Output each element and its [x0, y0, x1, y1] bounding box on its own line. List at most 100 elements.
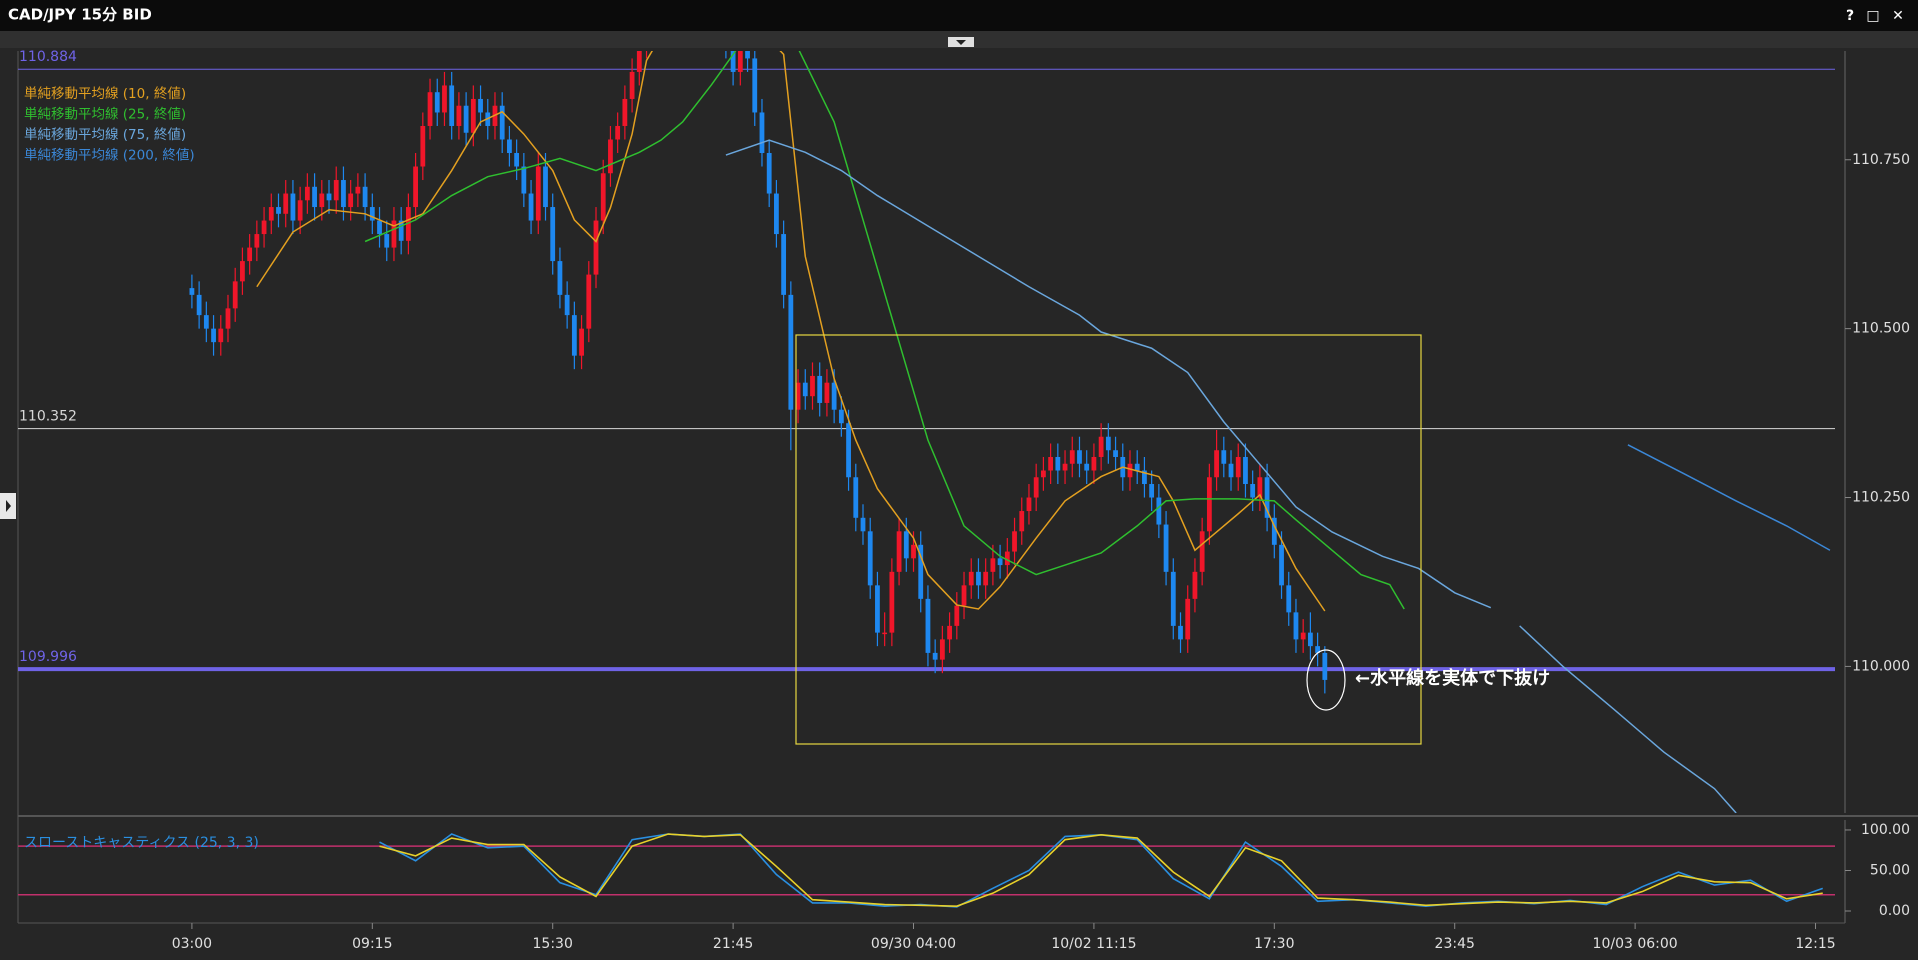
x-tick-label: 12:15	[1795, 936, 1835, 952]
candle-body	[478, 98, 483, 113]
x-tick-label: 09/30 04:00	[871, 936, 956, 952]
y-tick-label: 0.00	[1879, 903, 1910, 919]
candle-body	[932, 652, 938, 660]
candle-body	[968, 571, 974, 586]
candle-body	[254, 234, 260, 248]
candle-body	[817, 375, 823, 403]
candle-body	[276, 207, 281, 214]
moving-average-line	[1627, 444, 1831, 551]
candle-body	[1250, 484, 1256, 498]
candle-body	[911, 544, 916, 559]
y-tick-label: 110.000	[1852, 658, 1910, 674]
candle-body	[499, 105, 505, 140]
candle-body	[1084, 463, 1090, 471]
x-tick-label: 17:30	[1254, 936, 1294, 952]
candle-body	[882, 632, 888, 635]
candle-body	[514, 153, 520, 167]
candle-body	[434, 92, 440, 113]
candle-body	[1113, 450, 1118, 457]
candle-body	[824, 382, 830, 403]
candle-body	[543, 166, 548, 208]
x-tick-label: 15:30	[533, 936, 573, 952]
candle-body	[218, 328, 224, 343]
side-panel-arrow	[6, 500, 11, 512]
window-title: CAD/JPY 15分 BID	[8, 6, 152, 24]
candle-body	[1300, 632, 1306, 640]
candle-body	[961, 585, 967, 606]
candle-body	[571, 315, 577, 356]
candle-body	[319, 193, 325, 208]
candle-body	[1221, 450, 1227, 464]
candle-body	[449, 85, 455, 126]
candle-body	[261, 220, 267, 235]
candle-body	[586, 274, 592, 329]
candle-body	[860, 517, 866, 532]
candle-body	[1228, 463, 1234, 478]
moving-average-line	[725, 139, 1492, 609]
candle-body	[997, 558, 1003, 566]
candle-body	[413, 166, 419, 208]
candle-body	[355, 186, 361, 194]
candle-body	[1257, 477, 1263, 498]
candle-body	[788, 294, 794, 410]
candle-body	[1048, 456, 1054, 471]
horizontal-line-label: 109.996	[19, 649, 77, 665]
candle-body	[326, 193, 332, 201]
candle-body	[240, 261, 245, 282]
annotation: ←水平線を実体で下抜け	[1355, 667, 1550, 689]
candle-body	[1315, 646, 1321, 653]
horizontal-line-label: 110.884	[19, 49, 77, 65]
highlight-ellipse	[1306, 649, 1346, 711]
candle-body	[947, 625, 952, 640]
candle-body	[875, 585, 880, 633]
candle-body	[954, 605, 960, 626]
candle-body	[1040, 470, 1046, 478]
candle-body	[1069, 450, 1075, 464]
candle-body	[1293, 612, 1299, 640]
candle-body	[341, 180, 346, 208]
candle-body	[1156, 497, 1162, 525]
candle-body	[290, 193, 296, 221]
candle-body	[521, 166, 527, 194]
candle-body	[781, 234, 787, 295]
candle-body	[1134, 463, 1140, 471]
highlight-box	[795, 334, 1422, 745]
candle-body	[802, 382, 808, 397]
candle-body	[615, 125, 621, 140]
candle-body	[312, 186, 317, 208]
candle-body	[470, 98, 476, 133]
candle-body	[867, 531, 873, 586]
candle-body	[831, 382, 837, 410]
plot-area	[18, 833, 1835, 908]
candle-body	[348, 193, 354, 208]
y-tick-label: 110.750	[1852, 152, 1910, 168]
x-tick-label: 10/03 06:00	[1593, 936, 1678, 952]
candle-body	[600, 173, 606, 221]
candle-body	[579, 328, 584, 356]
candle-body	[1322, 652, 1328, 680]
close-button[interactable]: ✕	[1892, 8, 1904, 24]
candle-body	[1105, 436, 1111, 451]
help-button[interactable]: ?	[1846, 8, 1854, 24]
y-tick-label: 100.00	[1861, 822, 1910, 838]
candle-body	[557, 261, 563, 295]
maximize-button[interactable]: □	[1866, 8, 1879, 24]
candle-body	[795, 382, 801, 410]
candle-body	[1149, 484, 1155, 498]
candle-body	[442, 85, 447, 113]
candle-body	[268, 207, 274, 221]
candle-body	[362, 186, 368, 208]
candle-body	[247, 247, 253, 262]
stoch-title: スローストキャスティクス (25, 3, 3)	[24, 835, 259, 851]
candle-body	[507, 139, 512, 154]
candle-body	[622, 98, 628, 126]
candle-body	[1307, 632, 1313, 647]
plot-area	[18, 51, 1835, 813]
legend-entry: 単純移動平均線 (10, 終値)	[24, 86, 186, 102]
legend-entry: 単純移動平均線 (75, 終値)	[24, 127, 186, 143]
candle-body	[918, 544, 924, 599]
candle-body	[1235, 456, 1241, 478]
horizontal-line-label: 110.352	[19, 409, 77, 425]
